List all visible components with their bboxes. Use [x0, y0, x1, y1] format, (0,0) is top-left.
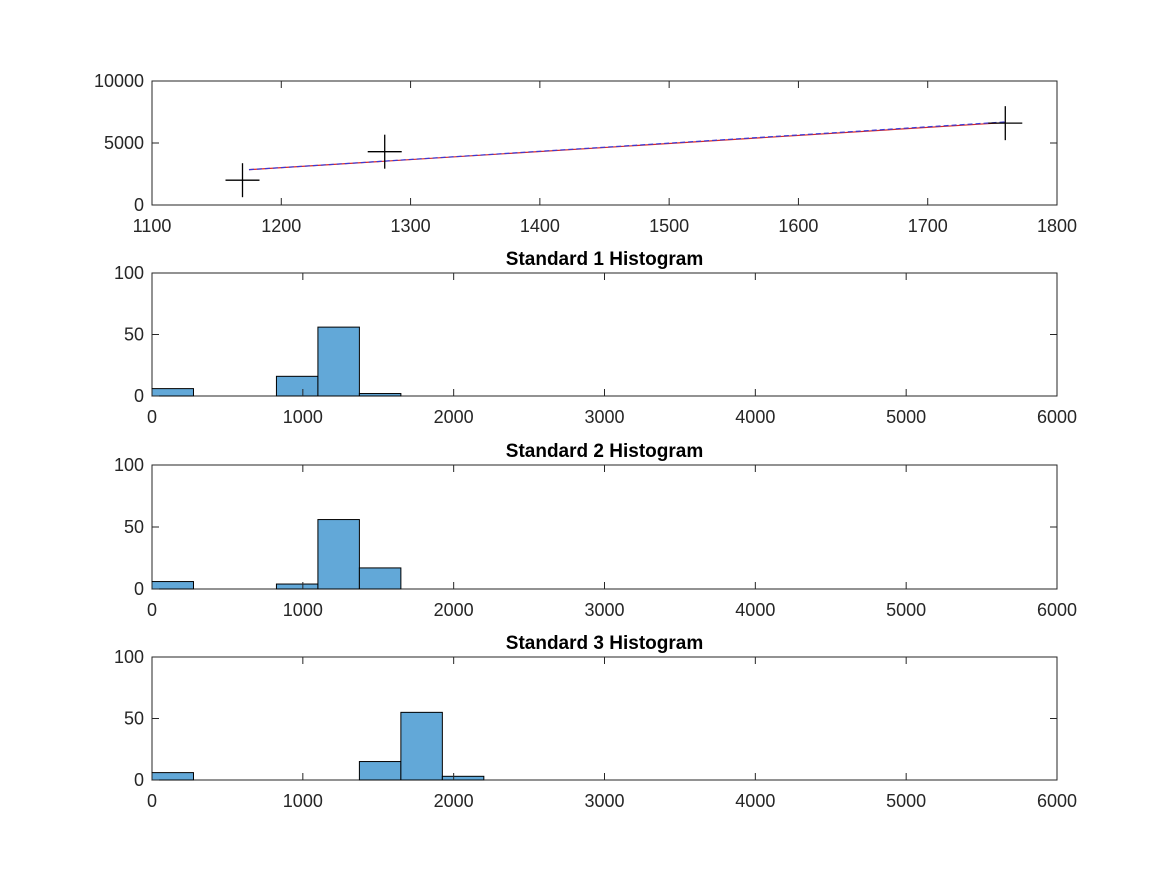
x-tick-label: 5000 [886, 600, 926, 620]
x-tick-label: 1000 [283, 600, 323, 620]
x-tick-label: 5000 [886, 791, 926, 811]
x-tick-label: 5000 [886, 407, 926, 427]
histogram-bar [400, 711, 443, 781]
x-tick-label: 1100 [133, 216, 172, 236]
histogram-bar [317, 519, 360, 590]
histogram-bar [358, 393, 402, 397]
y-tick-label: 100 [114, 455, 144, 475]
y-tick-label: 50 [124, 709, 144, 729]
x-tick-label: 0 [147, 791, 157, 811]
x-tick-label: 4000 [735, 791, 775, 811]
x-tick-label: 1700 [908, 216, 948, 236]
x-tick-label: 1300 [391, 216, 431, 236]
y-tick-label: 0 [134, 770, 144, 790]
histogram-axes-standard-3: 0 1000 2000 3000 4000 5000 6000 0 50 100 Standard … [114, 633, 1077, 811]
histogram-bar [151, 581, 194, 590]
x-tick-label: 1400 [520, 216, 560, 236]
x-tick-label: 1500 [649, 216, 689, 236]
x-tick-label: 1800 [1037, 216, 1077, 236]
y-tick-label: 0 [134, 386, 144, 406]
histogram-bar [275, 583, 319, 590]
plot-area [151, 272, 1058, 397]
y-tick-label: 50 [124, 325, 144, 345]
histogram-bar [317, 326, 360, 397]
x-tick-label: 3000 [584, 600, 624, 620]
y-tick-label: 100 [114, 647, 144, 667]
y-tick-label: 10000 [94, 71, 144, 91]
y-tick-label: 5000 [104, 133, 144, 153]
histogram-bar [151, 388, 194, 397]
x-tick-label: 2000 [434, 791, 474, 811]
x-tick-label: 4000 [735, 407, 775, 427]
histogram-axes-standard-1: 0 1000 2000 3000 4000 5000 6000 0 50 100 Standard … [114, 249, 1077, 427]
plot-area [151, 464, 1058, 590]
plot-area [151, 80, 1058, 206]
x-tick-label: 4000 [735, 600, 775, 620]
x-tick-label: 1600 [778, 216, 818, 236]
histogram-bar [358, 761, 402, 781]
x-tick-label: 6000 [1037, 791, 1077, 811]
histogram-bar [358, 567, 402, 590]
x-tick-label: 1000 [283, 407, 323, 427]
x-tick-label: 1000 [283, 791, 323, 811]
x-tick-label: 3000 [584, 407, 624, 427]
x-tick-label: 6000 [1037, 600, 1077, 620]
x-tick-label: 1200 [261, 216, 301, 236]
chart-title: Standard 3 Histogram [506, 633, 703, 654]
y-tick-label: 100 [114, 263, 144, 283]
fit-line-dashed [248, 121, 1006, 171]
x-tick-label: 2000 [434, 600, 474, 620]
scatter-axes: 1100 1200 1300 1400 1500 1600 1700 1800 0 5000 100… [94, 71, 1077, 236]
x-tick-label: 0 [147, 600, 157, 620]
x-tick-label: 2000 [434, 407, 474, 427]
data-point-marker [988, 106, 1023, 141]
x-tick-label: 6000 [1037, 407, 1077, 427]
histogram-bar [441, 775, 485, 781]
x-tick-label: 3000 [584, 791, 624, 811]
data-point-marker [225, 163, 260, 198]
plot-area [151, 656, 1058, 781]
chart-title: Standard 2 Histogram [506, 441, 703, 462]
data-point-marker [367, 134, 402, 169]
x-tick-label: 0 [147, 407, 157, 427]
histogram-bar [275, 375, 319, 397]
y-tick-label: 0 [134, 579, 144, 599]
histogram-bar [151, 772, 194, 781]
chart-title: Standard 1 Histogram [506, 249, 703, 270]
y-tick-label: 0 [134, 195, 144, 215]
y-tick-label: 50 [124, 517, 144, 537]
histogram-axes-standard-2: 0 1000 2000 3000 4000 5000 6000 0 50 100 Standard … [114, 441, 1077, 620]
